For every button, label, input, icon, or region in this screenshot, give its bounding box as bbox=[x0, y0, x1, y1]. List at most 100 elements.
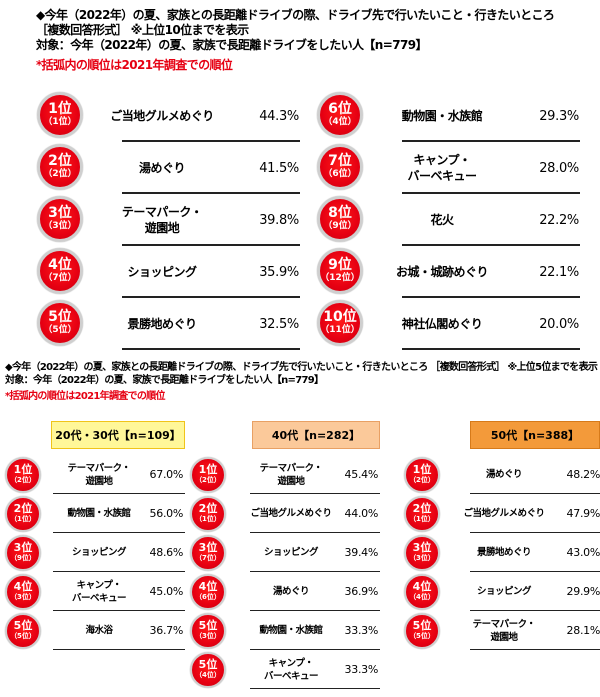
rank-badge: 9位 （12位） bbox=[317, 248, 363, 294]
prev-rank-label: （4位） bbox=[323, 117, 357, 127]
rank-badge: 1位 （2位） bbox=[404, 457, 440, 493]
rank-label: 3位 bbox=[412, 541, 432, 554]
rank-label: 3位 bbox=[198, 541, 218, 554]
rank-label: 8位 bbox=[328, 205, 352, 221]
rank-label: 5位 bbox=[13, 619, 33, 632]
row-divider bbox=[470, 531, 600, 533]
percent-value: 33.3% bbox=[344, 624, 379, 637]
prev-rank-label: （2位） bbox=[195, 476, 221, 484]
percent-value: 48.6% bbox=[149, 546, 184, 559]
rank-badge: 5位 （5位） bbox=[5, 613, 41, 649]
prev-rank-label: （5位） bbox=[409, 632, 435, 640]
row-divider bbox=[470, 648, 600, 650]
row-divider bbox=[470, 492, 600, 494]
prev-rank-label: （11位） bbox=[320, 325, 360, 335]
item-label: お城・城跡めぐり bbox=[395, 265, 489, 279]
row-divider bbox=[470, 609, 600, 611]
prev-rank-label: （4位） bbox=[195, 671, 221, 679]
rank-badge: 2位 （1位） bbox=[5, 496, 41, 532]
age-group-header: 50代【n=388】 bbox=[470, 421, 600, 449]
age-group-header: 20代・30代【n=109】 bbox=[51, 421, 185, 449]
item-label: 神社仏閣めぐり bbox=[401, 317, 483, 331]
percent-value: 29.9% bbox=[566, 585, 600, 598]
prev-rank-label: （2位） bbox=[409, 476, 435, 484]
row-divider bbox=[250, 492, 380, 494]
row-divider bbox=[250, 687, 380, 689]
prev-rank-label: （6位） bbox=[195, 593, 221, 601]
prev-rank-label: （7位） bbox=[195, 554, 221, 562]
percent-value: 67.0% bbox=[149, 468, 184, 481]
item-label: キャンプ・ バーベキュー bbox=[263, 657, 319, 682]
rank-badge: 2位 （2位） bbox=[37, 144, 83, 190]
percent-value: 44.0% bbox=[344, 507, 379, 520]
percent-value: 45.4% bbox=[344, 468, 379, 481]
item-label: 動物園・水族館 bbox=[401, 109, 483, 123]
rank-badge: 3位 （3位） bbox=[404, 535, 440, 571]
prev-rank-label: （2位） bbox=[43, 169, 77, 179]
percent-value: 28.0% bbox=[539, 160, 579, 176]
row-divider bbox=[122, 296, 300, 298]
percent-value: 36.9% bbox=[344, 585, 379, 598]
prev-rank-label: （5位） bbox=[43, 325, 77, 335]
row-divider bbox=[250, 570, 380, 572]
row-divider bbox=[53, 492, 185, 494]
row-divider bbox=[402, 296, 580, 298]
rank-label: 4位 bbox=[412, 580, 432, 593]
prev-rank-label: （1位） bbox=[43, 117, 77, 127]
item-label: 湯めぐり bbox=[138, 161, 186, 175]
prev-rank-label: （3位） bbox=[10, 593, 36, 601]
prev-rank-label: （1位） bbox=[409, 515, 435, 523]
prev-rank-label: （2位） bbox=[10, 476, 36, 484]
prev-rank-label: （6位） bbox=[323, 169, 357, 179]
rank-badge: 4位 （7位） bbox=[37, 248, 83, 294]
rank-badge: 4位 （4位） bbox=[404, 574, 440, 610]
section1-title-line2: ［複数回答形式］ ※上位10位までを表示 bbox=[36, 23, 249, 37]
rank-label: 4位 bbox=[13, 580, 33, 593]
percent-value: 56.0% bbox=[149, 507, 184, 520]
rank-label: 2位 bbox=[198, 502, 218, 515]
row-divider bbox=[53, 648, 185, 650]
rank-badge: 2位 （1位） bbox=[190, 496, 226, 532]
row-divider bbox=[402, 244, 580, 246]
item-label: テーマパーク・ 遊園地 bbox=[259, 462, 323, 487]
item-label: 海水浴 bbox=[85, 625, 113, 636]
item-label: テーマパーク・ 遊園地 bbox=[472, 618, 536, 643]
rank-badge: 5位 （5位） bbox=[37, 300, 83, 346]
rank-label: 7位 bbox=[328, 153, 352, 169]
rank-label: 1位 bbox=[412, 463, 432, 476]
item-label: キャンプ・ バーベキュー bbox=[71, 579, 127, 604]
percent-value: 39.8% bbox=[259, 212, 299, 228]
rank-badge: 8位 （9位） bbox=[317, 196, 363, 242]
rank-label: 2位 bbox=[13, 502, 33, 515]
item-label: 動物園・水族館 bbox=[259, 625, 323, 636]
rank-label: 5位 bbox=[412, 619, 432, 632]
item-label: ショッピング bbox=[71, 547, 127, 558]
row-divider bbox=[53, 609, 185, 611]
prev-rank-label: （3位） bbox=[409, 554, 435, 562]
item-label: 動物園・水族館 bbox=[67, 508, 131, 519]
rank-label: 1位 bbox=[13, 463, 33, 476]
prev-rank-label: （3位） bbox=[195, 632, 221, 640]
rank-badge: 3位 （7位） bbox=[190, 535, 226, 571]
row-divider bbox=[402, 140, 580, 142]
rank-label: 1位 bbox=[198, 463, 218, 476]
rank-label: 4位 bbox=[198, 580, 218, 593]
percent-value: 41.5% bbox=[259, 160, 299, 176]
percent-value: 33.3% bbox=[344, 663, 379, 676]
percent-value: 32.5% bbox=[259, 316, 299, 332]
percent-value: 39.4% bbox=[344, 546, 379, 559]
item-label: 景勝地めぐり bbox=[476, 547, 532, 558]
section2-target: 対象：今年（2022年）の夏、家族で長距離ドライブをしたい人【n=779】 bbox=[5, 375, 324, 386]
rank-label: 2位 bbox=[412, 502, 432, 515]
item-label: ご当地グルメめぐり bbox=[250, 508, 332, 519]
percent-value: 35.9% bbox=[259, 264, 299, 280]
item-label: ショッピング bbox=[127, 265, 197, 279]
rank-badge: 10位 （11位） bbox=[317, 300, 363, 346]
item-label: ショッピング bbox=[263, 547, 319, 558]
item-label: ご当地グルメめぐり bbox=[463, 508, 545, 519]
row-divider bbox=[122, 192, 300, 194]
percent-value: 43.0% bbox=[566, 546, 600, 559]
prev-rank-label: （1位） bbox=[195, 515, 221, 523]
rank-badge: 4位 （3位） bbox=[5, 574, 41, 610]
item-label: ショッピング bbox=[476, 586, 532, 597]
